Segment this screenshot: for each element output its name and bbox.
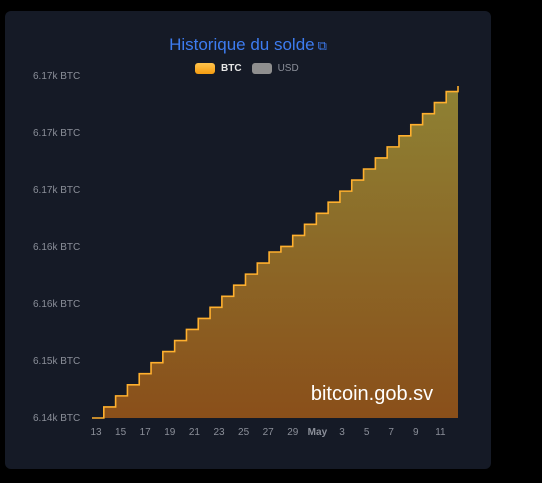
x-tick-label: 9 (413, 427, 419, 438)
external-link-icon[interactable]: ⧉ (317, 38, 327, 53)
y-tick-label: 6.17k BTC (33, 185, 80, 196)
watermark: bitcoin.gob.sv (311, 383, 433, 405)
y-tick-label: 6.17k BTC (33, 128, 80, 139)
x-tick-label: 19 (164, 427, 176, 438)
x-tick-label: 11 (435, 427, 446, 438)
x-tick-label: 25 (238, 427, 250, 438)
x-tick-label: 3 (339, 427, 345, 438)
y-tick-label: 6.14k BTC (33, 413, 80, 424)
btc-series-line (92, 86, 459, 419)
legend-label-usd: USD (277, 63, 299, 74)
x-tick-label: May (308, 427, 328, 438)
x-tick-label: 15 (115, 427, 127, 438)
chart-title[interactable]: Historique du solde ⧉ (5, 35, 491, 55)
legend-swatch-usd (251, 63, 272, 74)
y-tick-label: 6.16k BTC (33, 299, 80, 310)
legend-swatch-btc (195, 63, 215, 74)
x-tick-label: 23 (213, 427, 225, 438)
x-tick-label: 5 (364, 427, 370, 438)
x-tick-label: 27 (263, 427, 275, 438)
x-tick-label: 29 (287, 427, 299, 438)
legend-item-btc[interactable]: BTC (195, 63, 242, 74)
y-tick-label: 6.17k BTC (33, 71, 80, 82)
legend: BTC USD (195, 63, 309, 74)
x-tick-label: 13 (90, 427, 102, 438)
y-tick-label: 6.16k BTC (33, 242, 80, 253)
legend-item-usd[interactable]: USD (251, 63, 299, 74)
x-tick-label: 17 (140, 427, 152, 438)
x-tick-label: 7 (388, 427, 394, 438)
chart-title-text: Historique du solde (169, 35, 315, 54)
y-tick-label: 6.15k BTC (33, 356, 80, 367)
legend-label-btc: BTC (221, 63, 242, 74)
x-tick-label: 21 (189, 427, 201, 438)
